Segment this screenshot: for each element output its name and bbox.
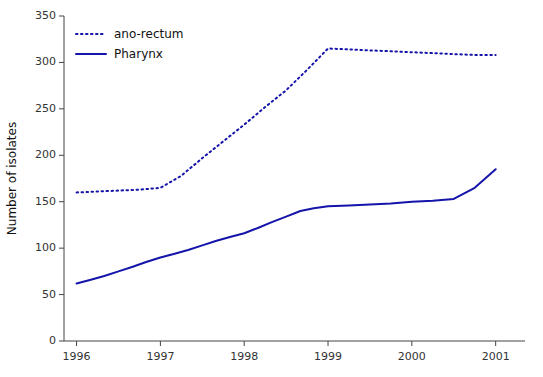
y-axis-label: Number of isolates (5, 122, 19, 235)
x-tick-label: 1996 (63, 350, 91, 363)
y-tick (59, 62, 64, 63)
series-line (77, 49, 496, 193)
x-tick-label: 2001 (482, 350, 510, 363)
y-tick-label: 200 (35, 148, 56, 161)
x-tick (76, 341, 77, 346)
y-axis-line (64, 16, 65, 341)
y-tick (59, 248, 64, 249)
y-tick-label: 300 (35, 55, 56, 68)
legend-label: Pharynx (114, 47, 163, 61)
y-tick (59, 155, 64, 156)
legend-label: ano-rectum (114, 27, 184, 41)
y-tick-label: 0 (49, 334, 56, 347)
x-tick-label: 1998 (230, 350, 258, 363)
legend: ano-rectum Pharynx (76, 27, 184, 61)
y-tick-label: 350 (35, 9, 56, 22)
x-tick-label: 2000 (398, 350, 426, 363)
y-tick-label: 150 (35, 195, 56, 208)
x-axis-line (64, 341, 525, 342)
x-tick (160, 341, 161, 346)
y-tick (59, 16, 64, 17)
legend-swatch (76, 53, 106, 55)
series-line (77, 169, 496, 283)
x-tick (328, 341, 329, 346)
chart: 0 50 100 150 200 250 300 350 1996 1997 1998 1999 200… (0, 0, 543, 377)
y-tick (59, 201, 64, 202)
x-tick-label: 1999 (314, 350, 342, 363)
y-tick-label: 50 (42, 288, 56, 301)
y-tick (59, 294, 64, 295)
y-tick-label: 250 (35, 102, 56, 115)
y-tick-label: 100 (35, 241, 56, 254)
y-tick (59, 341, 64, 342)
x-tick (495, 341, 496, 346)
x-tick (411, 341, 412, 346)
legend-swatch (76, 33, 106, 35)
x-tick (244, 341, 245, 346)
x-tick-label: 1997 (146, 350, 174, 363)
plot-area (77, 49, 496, 284)
y-tick (59, 108, 64, 109)
